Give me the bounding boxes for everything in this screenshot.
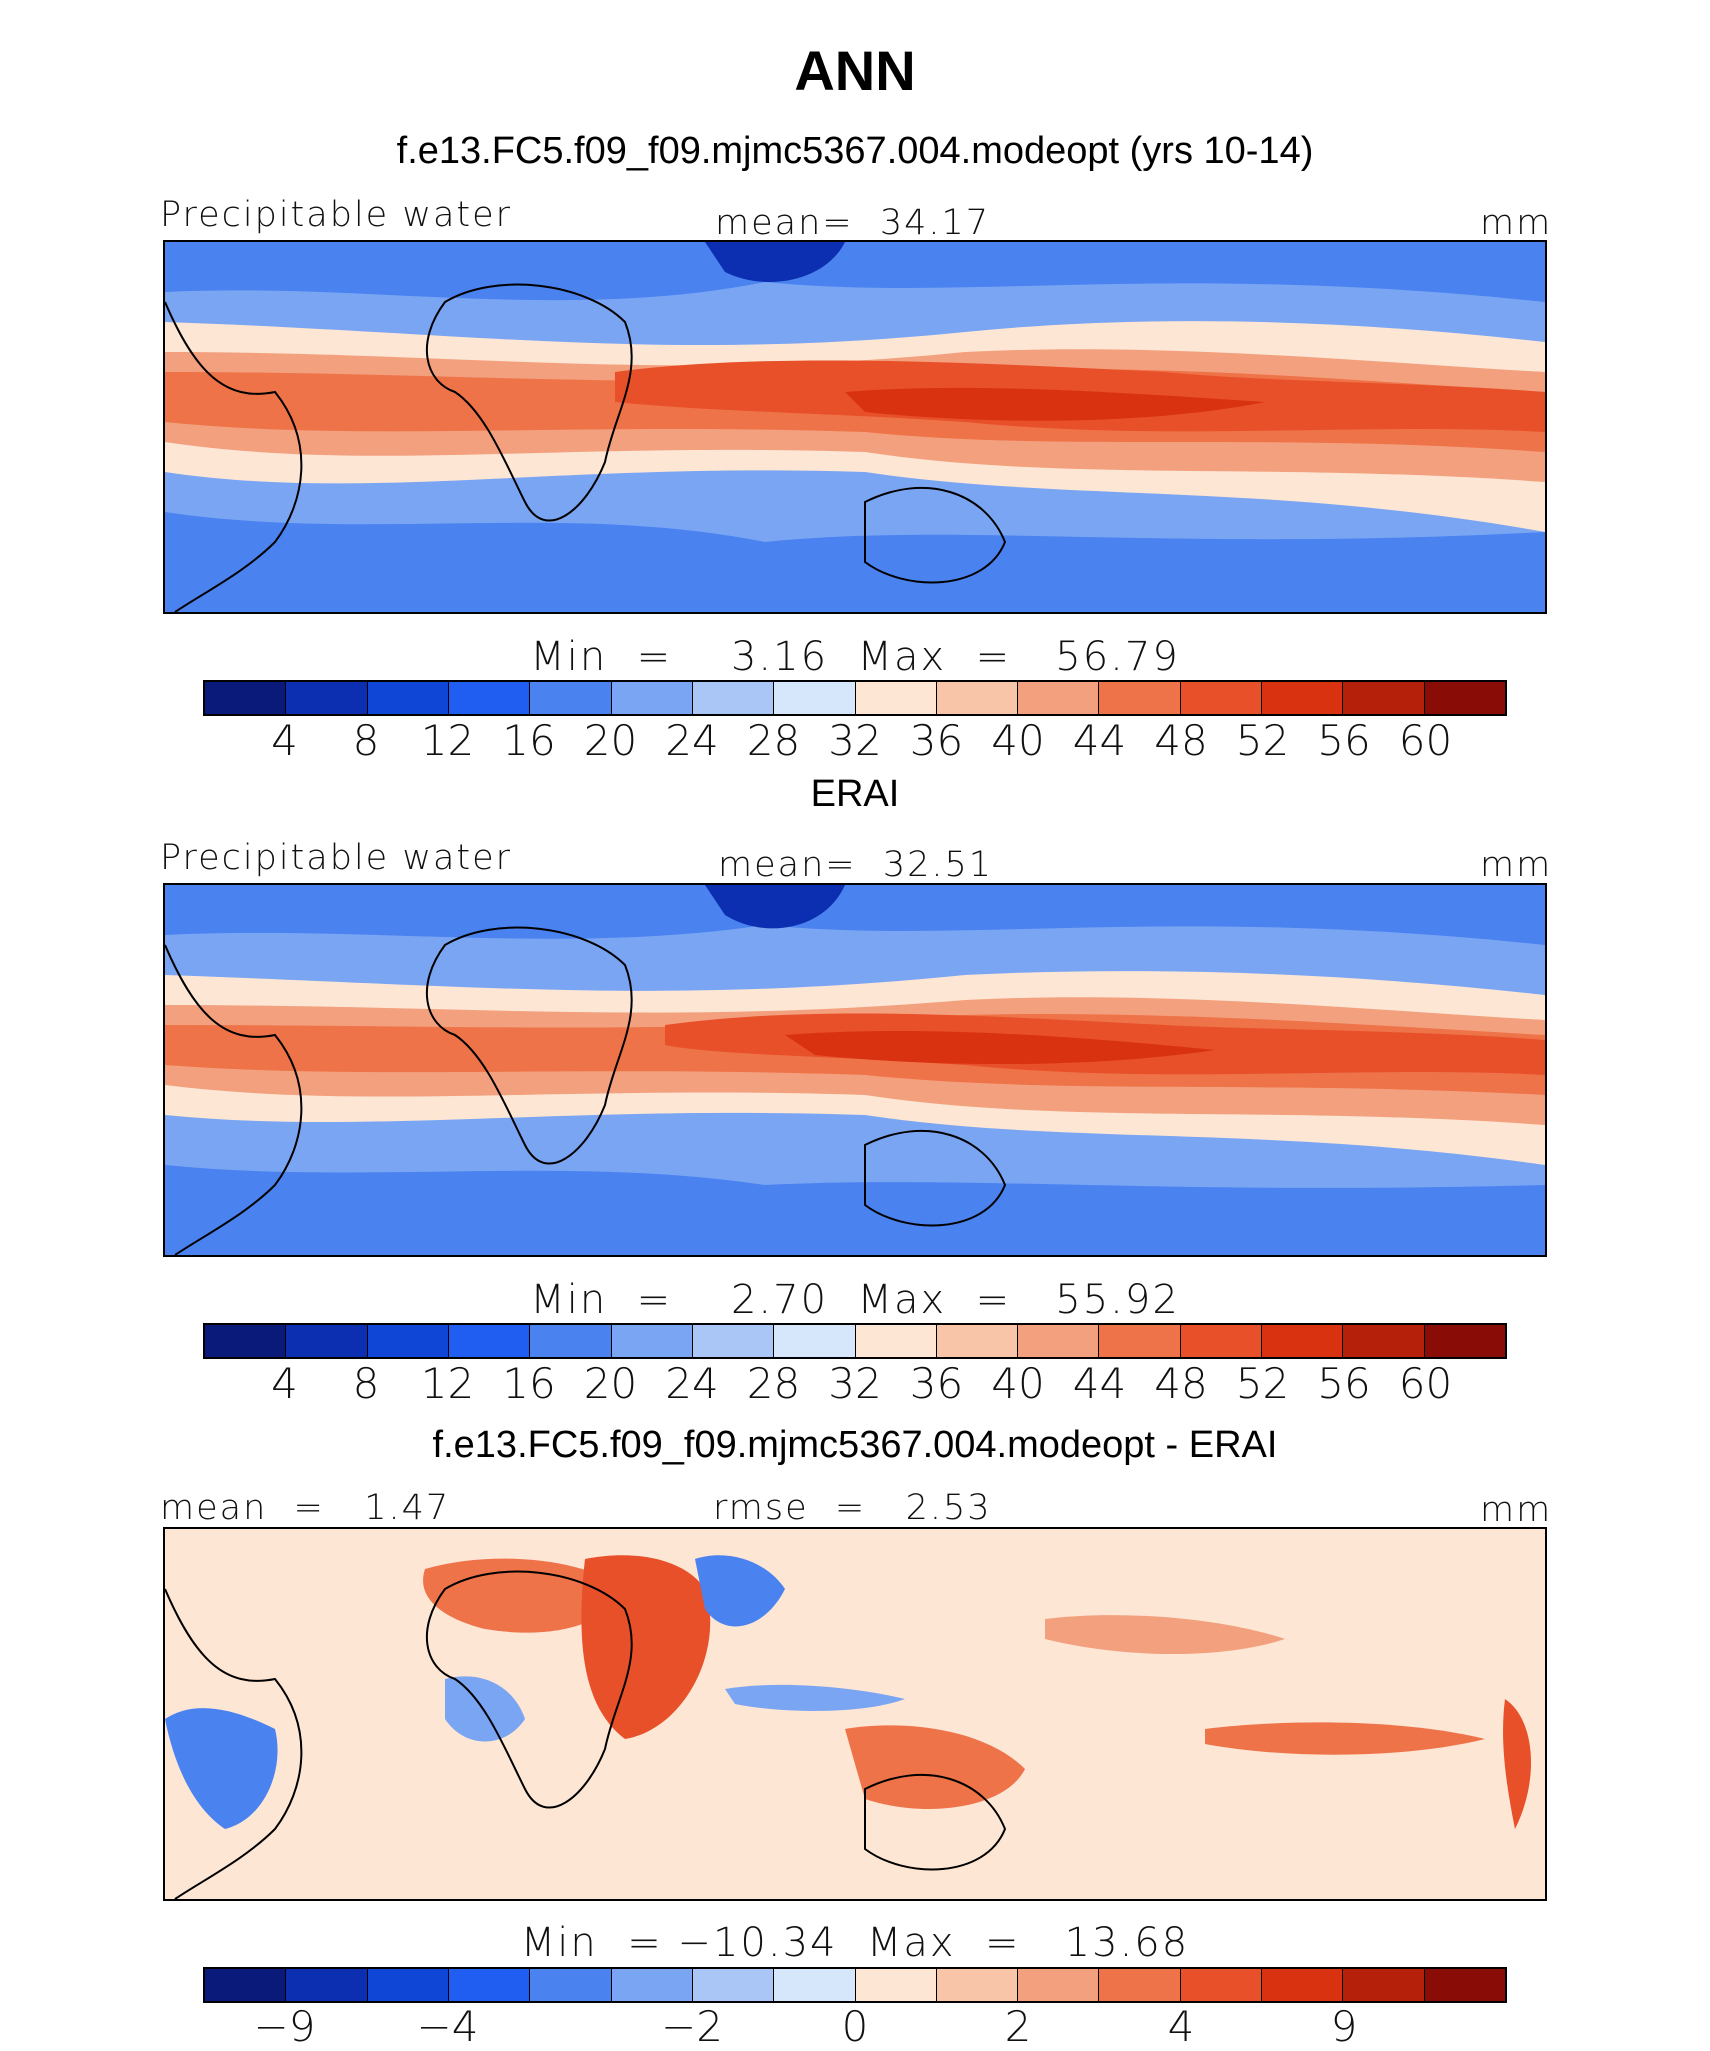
colorbar-tick-label: 32 [828, 1359, 882, 1408]
colorbar-tick-label: 32 [828, 716, 882, 765]
colorbar-tick-label: 36 [909, 716, 964, 765]
colorbar-tick-label: 36 [909, 1359, 964, 1408]
panel-2-minmax: Min = 2.70 Max = 55.92 [530, 1277, 1180, 1323]
colorbar-tick-label: 4 [271, 1359, 298, 1408]
panel-2-colorbar-ticks: 4 8 12 16 20 24 28 32 36 40 44 48 52 56 60 [203, 1359, 1507, 1408]
colorbar-tick-label: 40 [991, 716, 1045, 765]
colorbar-tick-label: 44 [1072, 1359, 1127, 1408]
colorbar-tick-label: 0 [841, 2002, 869, 2051]
colorbar-tick-label: 4 [1167, 2002, 1195, 2051]
panel-3-map [163, 1527, 1547, 1901]
colorbar-tick-label: 16 [502, 1359, 556, 1408]
panel-2-mean-label: mean= 32.51 [718, 845, 994, 885]
colorbar-tick-label: 9 [1330, 2002, 1358, 2051]
colorbar-tick-label: −4 [416, 2002, 479, 2051]
panel-2-map [163, 883, 1547, 1257]
panel-1-variable-label: Precipitable water [160, 195, 513, 235]
panel-3-rmse-label: rmse = 2.53 [713, 1488, 992, 1528]
colorbar-tick-label: 56 [1317, 1359, 1371, 1408]
panel-3-map-graphic [165, 1529, 1545, 1899]
panel-3-colorbar [203, 1967, 1507, 2003]
colorbar-tick-label: 12 [420, 716, 475, 765]
panel-2-variable-label: Precipitable water [160, 838, 513, 878]
colorbar-tick-label: 48 [1154, 1359, 1208, 1408]
panel-3-minmax: Min = −10.34 Max = 13.68 [520, 1920, 1190, 1966]
colorbar-tick-label: 4 [271, 716, 298, 765]
colorbar-tick-label: 60 [1398, 716, 1453, 765]
colorbar-tick-label: 44 [1072, 716, 1127, 765]
colorbar-tick-label: 48 [1154, 716, 1208, 765]
colorbar-tick-label: 28 [746, 716, 801, 765]
panel-1-map-graphic [165, 242, 1545, 612]
panel-2-colorbar [203, 1323, 1507, 1359]
colorbar-tick-label: 2 [1004, 2002, 1032, 2051]
colorbar-tick-label: 8 [352, 716, 380, 765]
colorbar-tick-label: 52 [1235, 1359, 1290, 1408]
panel-1-minmax: Min = 3.16 Max = 56.79 [530, 634, 1180, 680]
colorbar-tick-label: −2 [661, 2002, 723, 2051]
colorbar-tick-label: 52 [1235, 716, 1290, 765]
colorbar-tick-label: 40 [991, 1359, 1045, 1408]
colorbar-tick-label: 20 [583, 716, 638, 765]
colorbar-tick-label: 56 [1317, 716, 1371, 765]
panel-3-heading: f.e13.FC5.f09_f09.mjmc5367.004.modeopt -… [432, 1424, 1278, 1466]
colorbar-tick-label: 8 [352, 1359, 380, 1408]
colorbar-tick-label: 12 [420, 1359, 475, 1408]
panel-1-heading: f.e13.FC5.f09_f09.mjmc5367.004.modeopt (… [396, 130, 1314, 172]
panel-3-units-label: mm [1480, 1490, 1553, 1530]
main-title: ANN [794, 39, 916, 102]
panel-2-map-graphic [165, 885, 1545, 1255]
colorbar-tick-label: 16 [502, 716, 556, 765]
panel-3-mean-label: mean = 1.47 [160, 1488, 451, 1528]
colorbar-tick-label: 28 [746, 1359, 801, 1408]
colorbar-tick-label: 24 [665, 1359, 719, 1408]
colorbar-tick-label: 60 [1398, 1359, 1453, 1408]
colorbar-tick-label: 24 [665, 716, 719, 765]
panel-1-map [163, 240, 1547, 614]
panel-2-units-label: mm [1480, 845, 1553, 885]
panel-1-units-label: mm [1480, 203, 1553, 243]
panel-1-colorbar-ticks: 4 8 12 16 20 24 28 32 36 40 44 48 52 56 60 [203, 716, 1507, 765]
panel-1-colorbar [203, 680, 1507, 716]
panel-1-mean-label: mean= 34.17 [715, 203, 991, 243]
panel-2-heading: ERAI [810, 773, 900, 815]
colorbar-tick-label: 20 [583, 1359, 638, 1408]
colorbar-tick-label: −9 [253, 2002, 316, 2051]
panel-3-colorbar-ticks: −9 −4 −2 0 2 4 9 [203, 2002, 1507, 2051]
